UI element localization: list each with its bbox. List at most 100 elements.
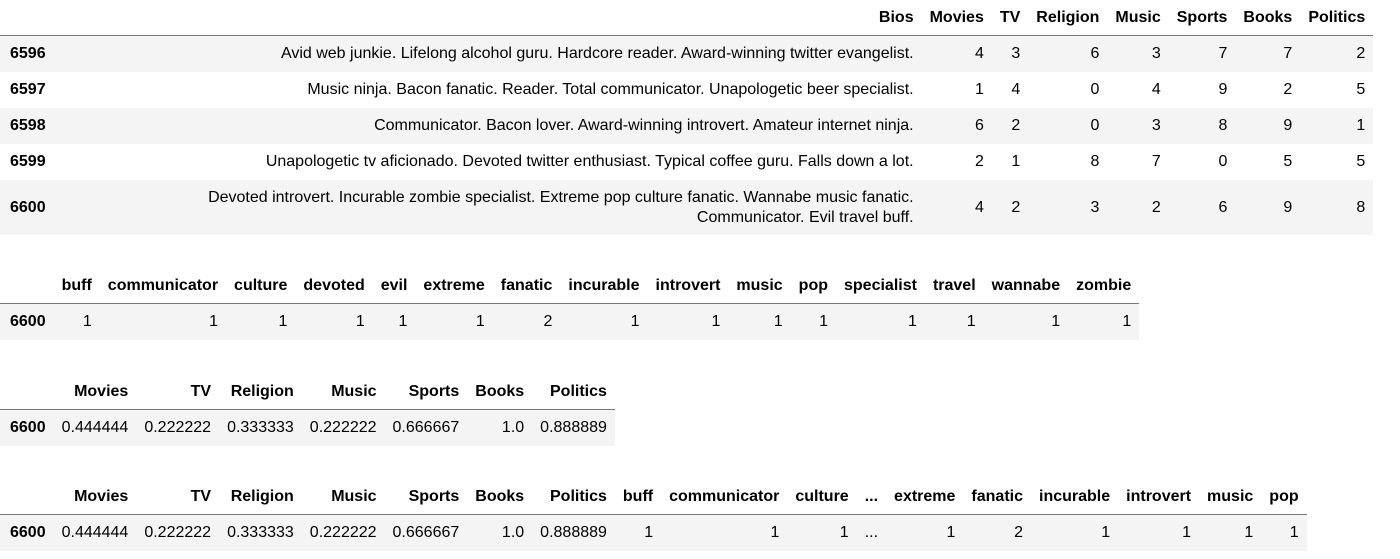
header-row: Movies TV Religion Music Sports Books Po… [0,374,615,410]
column-header: culture [226,268,296,304]
table-cell: 8 [1090,153,1100,170]
column-header-movies: Movies [921,0,992,36]
word-count-dataframe: buff communicator culture devoted evil e… [0,268,1140,340]
column-header: music [1199,479,1262,515]
bio-cell: Communicator. Bacon lover. Award-winning… [54,108,922,144]
column-header-tv: TV [136,374,220,410]
header-row: Movies TV Religion Music Sports Books Po… [0,479,1307,515]
table-cell: 9 [1283,117,1293,134]
column-header: communicator [661,479,788,515]
table-cell: 0.333333 [227,419,294,436]
column-header: incurable [1031,479,1119,515]
table-cell: 7 [1218,45,1228,62]
table-cell: 9 [1218,81,1228,98]
index-header [0,374,54,410]
index-header [0,0,54,36]
table-cell: 1 [630,313,640,330]
table-cell: 1 [82,313,92,330]
table-cell: 1 [398,313,408,330]
bio-cell: Unapologetic tv aficionado. Devoted twit… [54,144,922,180]
table-cell: 1 [355,313,365,330]
table-cell: 1 [278,313,288,330]
column-header: extreme [415,268,493,304]
bios-dataframe: Bios Movies TV Religion Music Sports Boo… [0,0,1374,235]
column-header: TV [136,479,220,515]
header-row: buff communicator culture devoted evil e… [0,268,1140,304]
table-cell: 1 [1011,153,1021,170]
column-header-ellipsis: ... [856,479,887,515]
table-cell: 1 [966,313,976,330]
table-cell: 1 [209,313,219,330]
bio-text-continued: Communicator. Evil travel buff. [696,208,914,226]
table-cell: 1 [1182,524,1192,541]
column-header: buff [53,268,100,304]
table-cell: 1 [1051,313,1061,330]
column-header: introvert [1118,479,1200,515]
table-cell: 4 [1151,81,1161,98]
table-cell: 2 [974,153,984,170]
column-header: incurable [560,268,648,304]
column-header: culture [787,479,857,515]
table-cell-ellipsis: ... [864,524,879,541]
bio-cell: Devoted introvert. Incurable zombie spec… [54,180,922,235]
bio-cell: Music ninja. Bacon fanatic. Reader. Tota… [54,72,922,108]
column-header-politics: Politics [532,374,615,410]
row-index: 6596 [10,45,46,62]
column-header: fanatic [492,268,561,304]
column-header: devoted [295,268,373,304]
column-header: Sports [384,479,468,515]
column-header: pop [1261,479,1307,515]
table-cell: 0.666667 [392,419,460,436]
column-header: zombie [1068,268,1140,304]
row-index: 6600 [10,524,46,541]
column-header: Movies [53,479,137,515]
table-row: 6600 0.444444 0.222222 0.333333 0.222222… [0,409,615,446]
table-cell: 0.444444 [61,419,129,436]
table-cell: 0.222222 [144,419,212,436]
column-header-movies: Movies [53,374,137,410]
column-header: fanatic [963,479,1031,515]
table-cell: 0.222222 [144,524,212,541]
table-cell: 0.666667 [392,524,460,541]
bio-text: Avid web junkie. Lifelong alcohol guru. … [280,45,914,62]
bio-text: Devoted introvert. Incurable zombie spec… [208,188,914,206]
table-cell: 7 [1283,45,1293,62]
table-cell: 8 [1218,117,1228,134]
column-header: Religion [219,479,302,515]
table-cell: 1 [908,313,917,330]
table-cell: 1 [974,81,984,98]
table-cell: 5 [1356,153,1366,170]
column-header: specialist [836,268,925,304]
table-cell: 2 [1014,524,1023,541]
table-cell: 1.0 [501,524,525,541]
table-row: 6600 Devoted introvert. Incurable zombie… [0,180,1374,235]
table-cell: 0.222222 [309,419,377,436]
column-header: Music [301,479,385,515]
table-cell: 6 [1218,198,1228,216]
table-cell: 0.222222 [309,524,377,541]
table-cell: 1 [711,313,721,330]
table-row: 6598 Communicator. Bacon lover. Award-wi… [0,108,1374,144]
column-header: communicator [99,268,227,304]
table-cell: 1 [770,524,780,541]
column-header: music [728,268,791,304]
table-row: 6599 Unapologetic tv aficionado. Devoted… [0,144,1373,180]
table-cell: 8 [1356,198,1366,216]
table-cell: 1 [946,524,956,541]
row-index: 6600 [10,313,46,330]
table-cell: 6 [1090,45,1100,62]
table-cell: 2 [1356,45,1366,62]
table-cell: 3 [1151,117,1161,134]
table-row: 6596 Avid web junkie. Lifelong alcohol g… [0,35,1374,72]
column-header: Books [467,479,533,515]
column-header-tv: TV [991,0,1029,36]
table-cell: 2 [1011,198,1021,216]
row-index: 6600 [10,198,46,216]
bio-text: Music ninja. Bacon fanatic. Reader. Tota… [307,81,914,98]
table-cell: 0 [1090,117,1100,134]
column-header: wannabe [983,268,1069,304]
table-cell: 0.333333 [227,524,294,541]
table-cell: 1 [839,524,849,541]
table-cell: 1 [773,313,783,330]
index-header [0,268,54,304]
